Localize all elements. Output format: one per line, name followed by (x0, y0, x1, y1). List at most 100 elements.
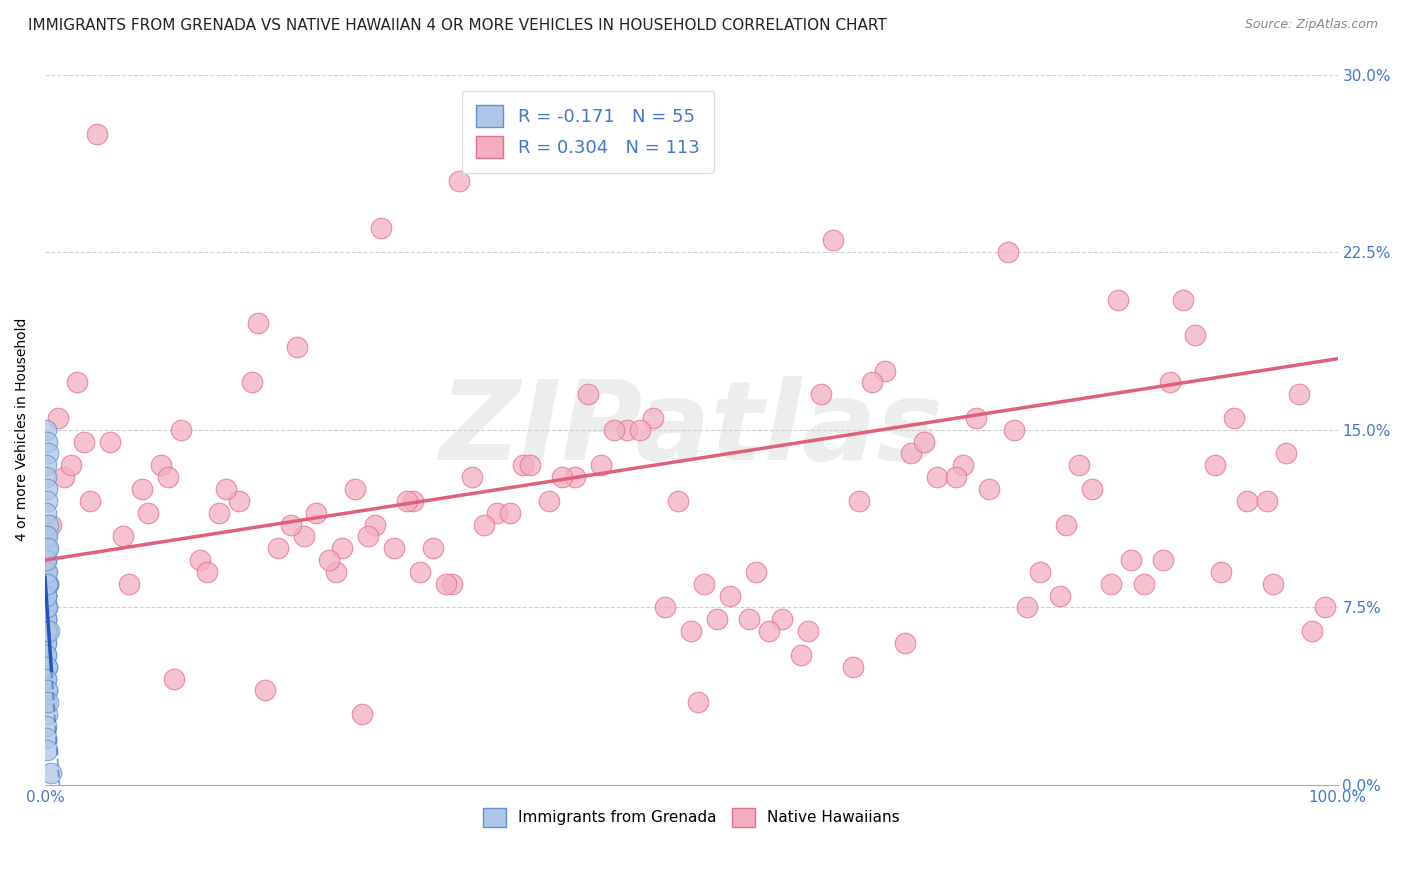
Point (434, 576, 457, 591)
Point (706, 612, 728, 626)
Point (35, 541, 58, 556)
Point (603, 423, 626, 437)
Point (1152, 553, 1174, 567)
Point (681, 624, 703, 639)
Point (1159, 376, 1181, 390)
Point (35, 553, 58, 567)
Point (35, 589, 58, 603)
Point (1184, 328, 1206, 343)
Point (1288, 387, 1310, 401)
Point (738, 612, 761, 626)
Point (98, 434, 121, 449)
Point (912, 434, 935, 449)
Point (512, 458, 534, 473)
Point (551, 470, 574, 484)
Point (37, 446, 59, 460)
Point (35, 482, 58, 496)
Point (35, 529, 58, 543)
Point (35, 742, 58, 756)
Point (35, 589, 58, 603)
Point (589, 458, 612, 473)
Point (395, 494, 418, 508)
Point (34, 648, 56, 662)
Point (842, 659, 865, 673)
Point (616, 423, 638, 437)
Point (965, 411, 987, 425)
Point (1107, 293, 1129, 307)
Point (37, 624, 59, 639)
Point (330, 541, 353, 556)
Point (900, 446, 922, 460)
Point (1049, 589, 1071, 603)
Point (35, 600, 58, 615)
Point (325, 565, 347, 579)
Point (1261, 576, 1284, 591)
Point (952, 458, 974, 473)
Point (35, 589, 58, 603)
Point (35, 589, 58, 603)
Point (35, 719, 58, 733)
Point (38, 624, 60, 639)
Point (758, 624, 780, 639)
Point (35, 576, 58, 591)
Point (848, 494, 870, 508)
Point (370, 221, 392, 235)
Point (1099, 576, 1122, 591)
Point (35, 458, 58, 473)
Point (37, 659, 59, 673)
Point (641, 411, 664, 425)
Point (37, 494, 59, 508)
Point (79, 494, 101, 508)
Point (37, 541, 59, 556)
Point (163, 672, 186, 686)
Point (35, 624, 58, 639)
Point (1236, 494, 1258, 508)
Point (37, 695, 59, 709)
Point (35, 706, 58, 721)
Point (564, 470, 586, 484)
Point (111, 529, 134, 543)
Point (73, 434, 96, 449)
Point (363, 517, 385, 532)
Point (823, 233, 845, 247)
Point (59, 458, 82, 473)
Point (1119, 553, 1142, 567)
Point (344, 482, 367, 496)
Point (402, 494, 425, 508)
Point (35, 636, 58, 650)
Point (977, 482, 1000, 496)
Point (35, 672, 58, 686)
Point (35, 672, 58, 686)
Point (382, 541, 405, 556)
Point (538, 494, 561, 508)
Point (35, 612, 58, 626)
Point (37, 659, 59, 673)
Point (35, 612, 58, 626)
Point (1081, 482, 1104, 496)
Point (945, 470, 967, 484)
Point (576, 387, 599, 401)
Point (666, 494, 689, 508)
Point (1029, 565, 1052, 579)
Point (266, 541, 288, 556)
Point (447, 174, 470, 188)
Point (188, 553, 211, 567)
Point (247, 316, 270, 330)
Point (997, 245, 1019, 260)
Point (796, 624, 818, 639)
Point (35, 683, 58, 698)
Point (34, 553, 56, 567)
Point (34, 470, 56, 484)
Point (285, 340, 308, 354)
Point (35, 600, 58, 615)
Text: ZIPatlas: ZIPatlas (440, 376, 943, 483)
Point (1256, 494, 1278, 508)
Point (35, 731, 58, 745)
Point (66, 376, 89, 390)
Point (790, 648, 813, 662)
Point (318, 553, 340, 567)
Point (253, 683, 276, 698)
Point (357, 529, 380, 543)
Point (35, 576, 58, 591)
Point (35, 612, 58, 626)
